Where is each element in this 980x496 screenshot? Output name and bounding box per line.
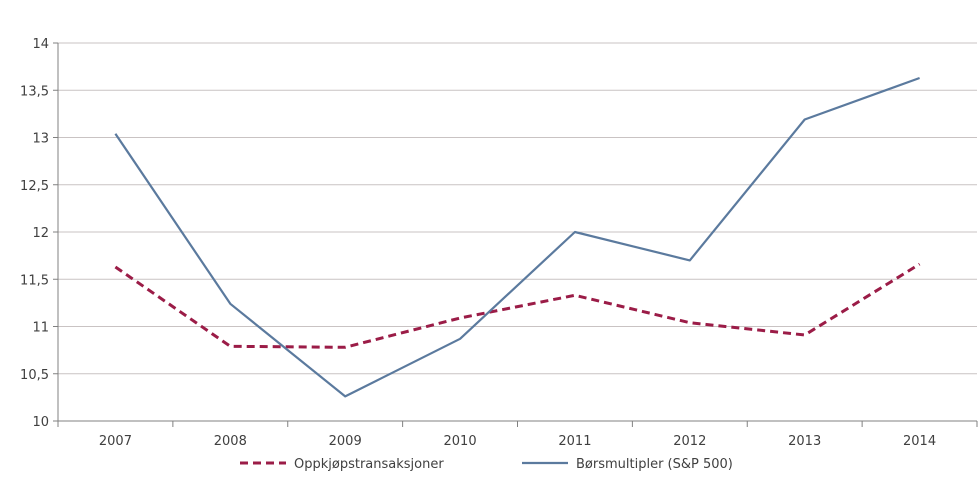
x-tick-label: 2014 [903,434,936,449]
x-tick-label: 2010 [444,434,477,449]
y-tick-label: 13 [32,132,49,147]
x-tick-label: 2008 [214,434,247,449]
legend: Oppkjøpstransaksjoner Børsmultipler (S&P … [240,457,733,472]
series-line-1 [114,262,921,349]
x-tick-label: 2013 [788,434,821,449]
legend-label-2: Børsmultipler (S&P 500) [576,457,733,472]
y-tick-label: 14 [32,37,49,52]
y-tick-label: 12 [32,226,49,241]
series-lines [114,76,921,398]
x-tick-label: 2007 [99,434,132,449]
y-tick-label: 11,5 [20,273,49,288]
x-tick-label: 2011 [558,434,591,449]
y-tick-label: 12,5 [20,179,49,194]
grid-lines [58,42,977,375]
x-tick-label: 2009 [329,434,362,449]
x-tick-label: 2012 [673,434,706,449]
axes [53,42,978,427]
y-tick-label: 10 [32,415,49,430]
series-line-2 [114,76,920,398]
y-tick-label: 13,5 [20,84,49,99]
y-tick-label: 10,5 [20,368,49,383]
x-tick-labels: 2007 2008 2009 2010 2011 2012 2013 2014 [99,434,936,449]
y-tick-label: 11 [32,321,49,336]
y-tick-labels: 10 10,5 11 11,5 12 12,5 13 13,5 14 [20,37,49,430]
legend-label-1: Oppkjøpstransaksjoner [294,457,444,472]
